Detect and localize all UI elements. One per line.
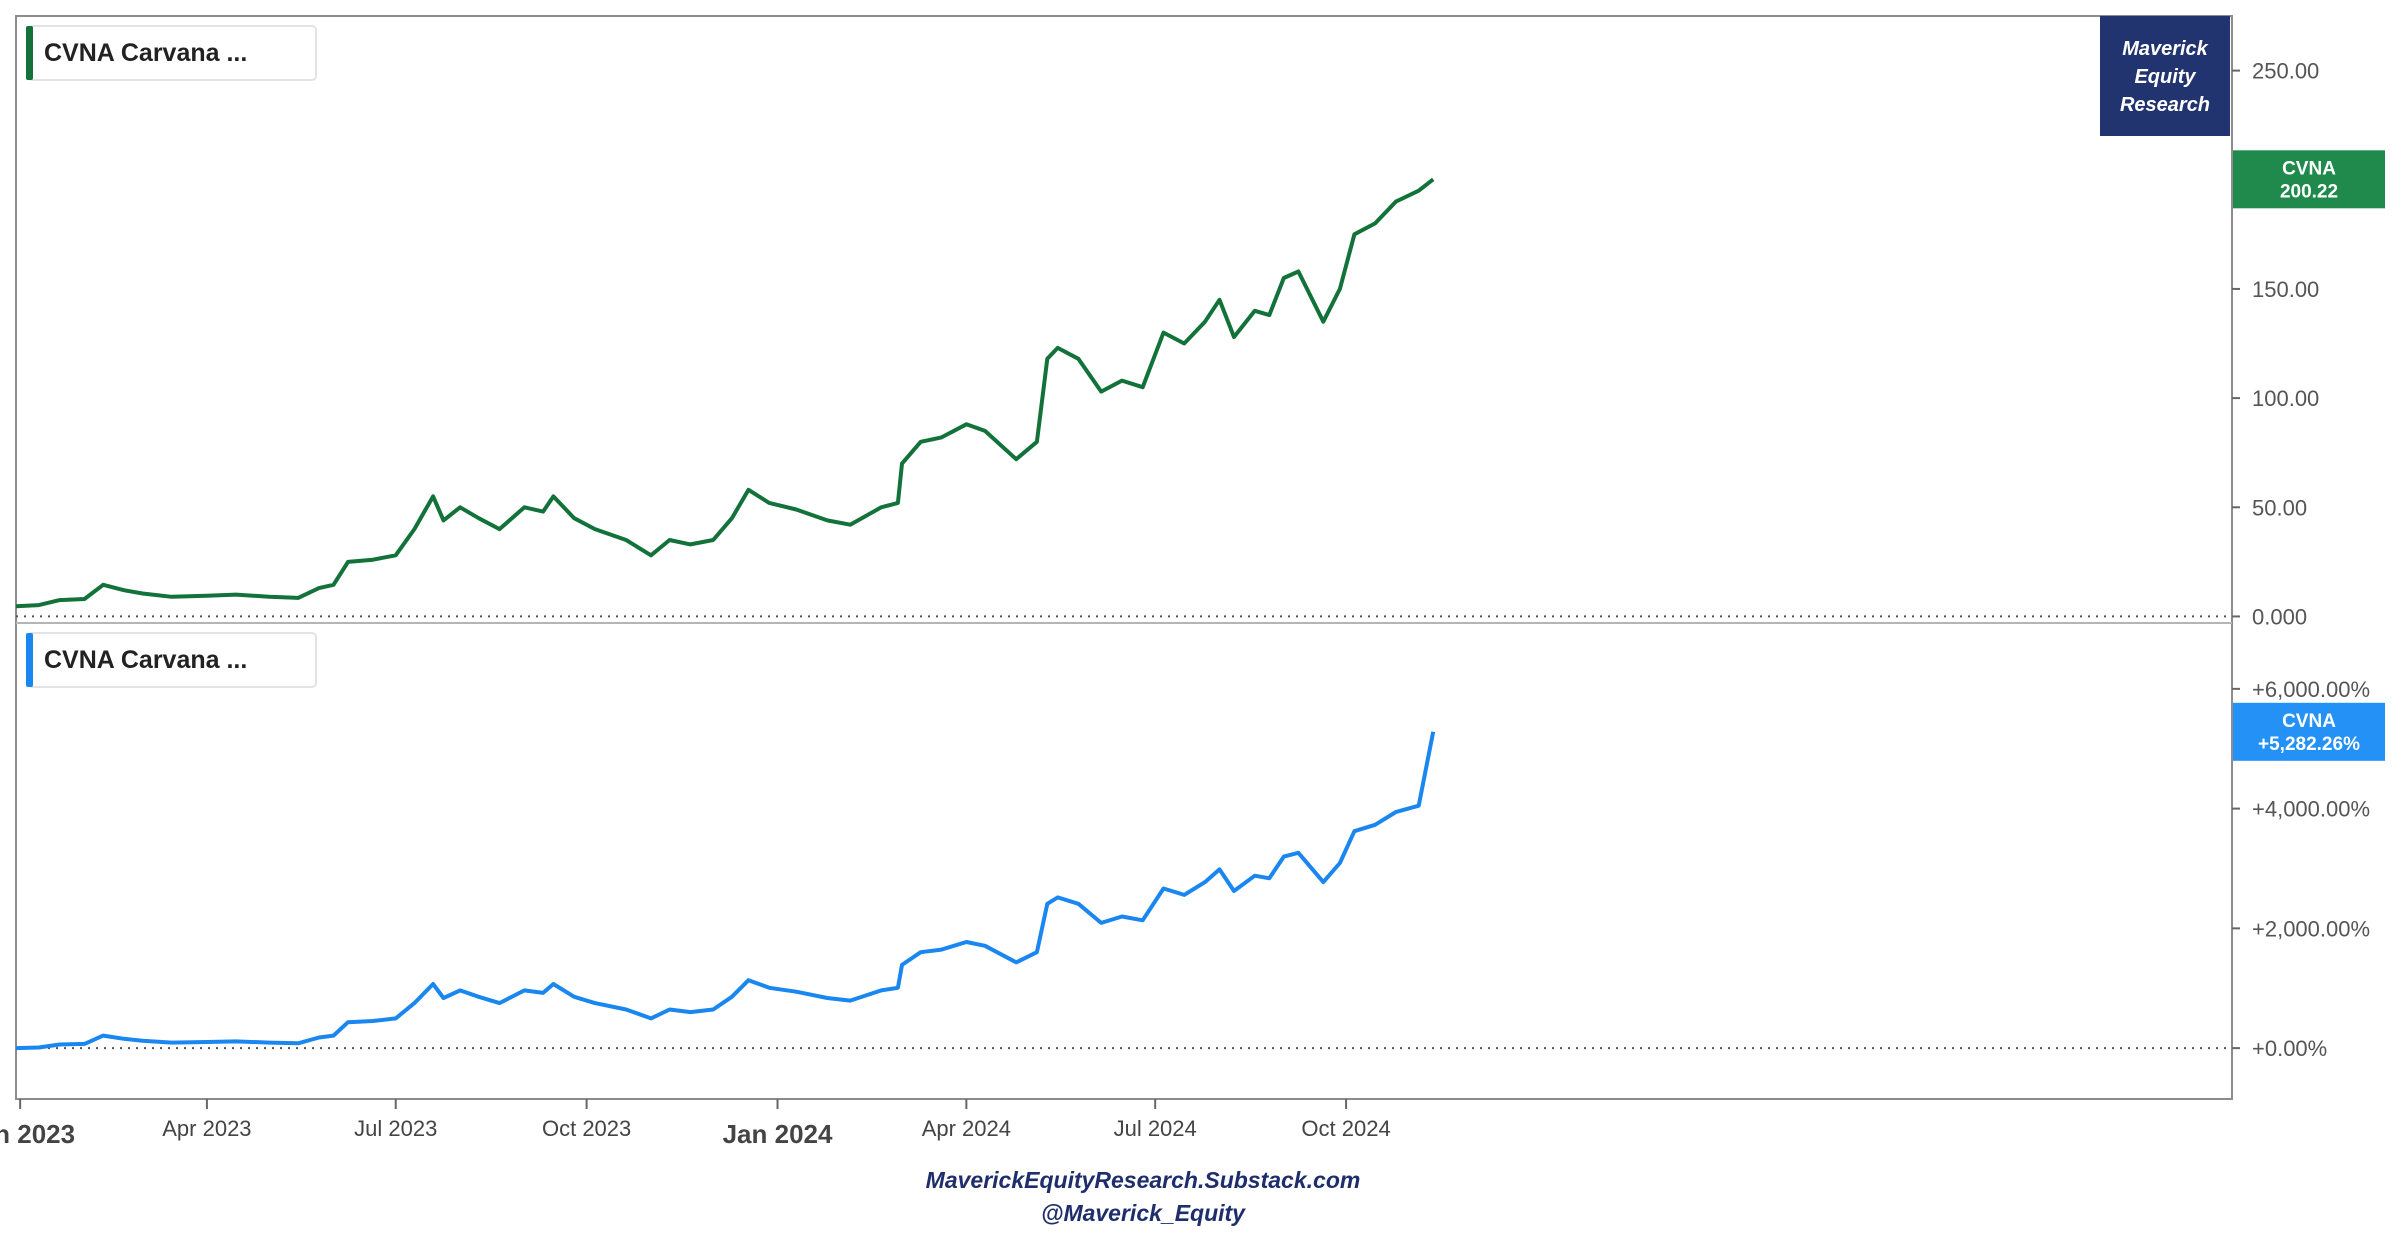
footer-website: MaverickEquityResearch.Substack.com (926, 1167, 1361, 1193)
price-last-value-badge: CVNA 200.22 (2233, 150, 2385, 209)
price-y-tick-label: 100.00 (2252, 386, 2319, 411)
pct-y-tick-label: +2,000.00% (2252, 916, 2370, 941)
price-y-tick-label: 250.00 (2252, 59, 2319, 84)
footer-handle: @Maverick_Equity (1041, 1200, 1246, 1226)
legend-price-swatch (26, 26, 33, 80)
price-series-line (15, 177, 1435, 609)
pct-y-tick-label: +6,000.00% (2252, 677, 2370, 702)
x-tick-label: Jul 2023 (354, 1116, 437, 1141)
legend-pct-swatch (26, 633, 33, 687)
pct-y-tick-label: +0.00% (2252, 1036, 2327, 1061)
x-tick-label: Jan 2023 (0, 1119, 75, 1149)
pct-badge-value: +5,282.26% (2258, 734, 2360, 755)
x-tick-label: Jul 2024 (1114, 1116, 1197, 1141)
price-y-tick-label: 150.00 (2252, 277, 2319, 302)
pct-y-tick-label: +4,000.00% (2252, 797, 2370, 822)
x-tick-label: Oct 2024 (1301, 1116, 1390, 1141)
x-tick-label: Apr 2023 (162, 1116, 251, 1141)
pct-series-line (15, 731, 1436, 1051)
x-tick-label: Oct 2023 (542, 1116, 631, 1141)
pct-y-axis: +0.00% +2,000.00% +4,000.00% +6,000.00% (2232, 677, 2370, 1061)
chart-frame (15, 15, 2233, 1100)
x-axis: Jan 2023 Apr 2023 Jul 2023 Oct 2023 Jan 2024… (0, 1099, 1391, 1149)
price-y-tick-label: 0.000 (2252, 604, 2307, 629)
price-badge-value: 200.22 (2280, 181, 2338, 202)
brand-line-3: Research (2120, 94, 2210, 116)
price-y-axis: 0.000 50.00 100.00 150.00 250.00 (2232, 59, 2319, 629)
price-badge-label: CVNA (2282, 158, 2336, 179)
pct-badge-label: CVNA (2282, 711, 2336, 732)
brand-logo: Maverick Equity Research (2100, 16, 2230, 136)
legend-price-label: CVNA Carvana ... (44, 39, 247, 67)
x-tick-label: Jan 2024 (723, 1119, 833, 1149)
brand-line-1: Maverick (2122, 38, 2208, 60)
legend-pct-label: CVNA Carvana ... (44, 646, 247, 674)
legend-pct[interactable]: CVNA Carvana ... (26, 632, 317, 688)
x-tick-label: Apr 2024 (922, 1116, 1011, 1141)
legend-price[interactable]: CVNA Carvana ... (26, 25, 317, 81)
price-y-tick-label: 50.00 (2252, 495, 2307, 520)
pct-last-value-badge: CVNA +5,282.26% (2233, 702, 2385, 761)
brand-line-2: Equity (2134, 66, 2196, 88)
